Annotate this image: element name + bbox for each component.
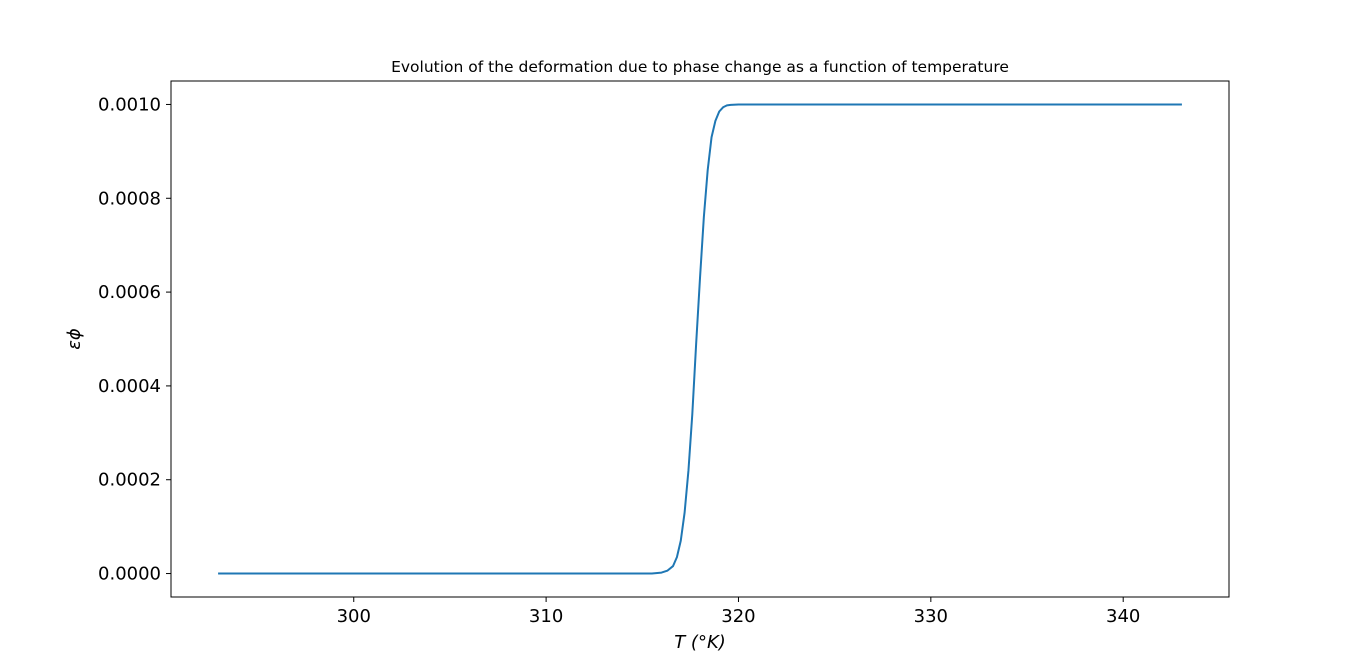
- x-tick-label: 330: [914, 606, 948, 627]
- x-tick-label: 300: [337, 606, 371, 627]
- chart-title: Evolution of the deformation due to phas…: [391, 58, 1009, 76]
- axes-frame: [170, 80, 1230, 598]
- y-tick-label: 0.0008: [98, 188, 161, 209]
- y-axis-label: εϕ: [64, 328, 85, 350]
- y-tick-label: 0.0000: [98, 564, 161, 585]
- y-tick-label: 0.0002: [98, 470, 161, 491]
- y-tick-label: 0.0010: [98, 94, 161, 115]
- x-tick-label: 320: [721, 606, 755, 627]
- x-tick-label: 340: [1106, 606, 1140, 627]
- series-line-0: [218, 103, 1182, 575]
- y-tick-label: 0.0004: [98, 376, 161, 397]
- x-axis-label: T (°K): [674, 632, 726, 653]
- plot-area: 300 310 320 330 340 0.0000 0.0002 0.0004 0.0006 0…: [98, 80, 1230, 627]
- y-tick-label: 0.0006: [98, 282, 161, 303]
- x-tick-label: 310: [529, 606, 563, 627]
